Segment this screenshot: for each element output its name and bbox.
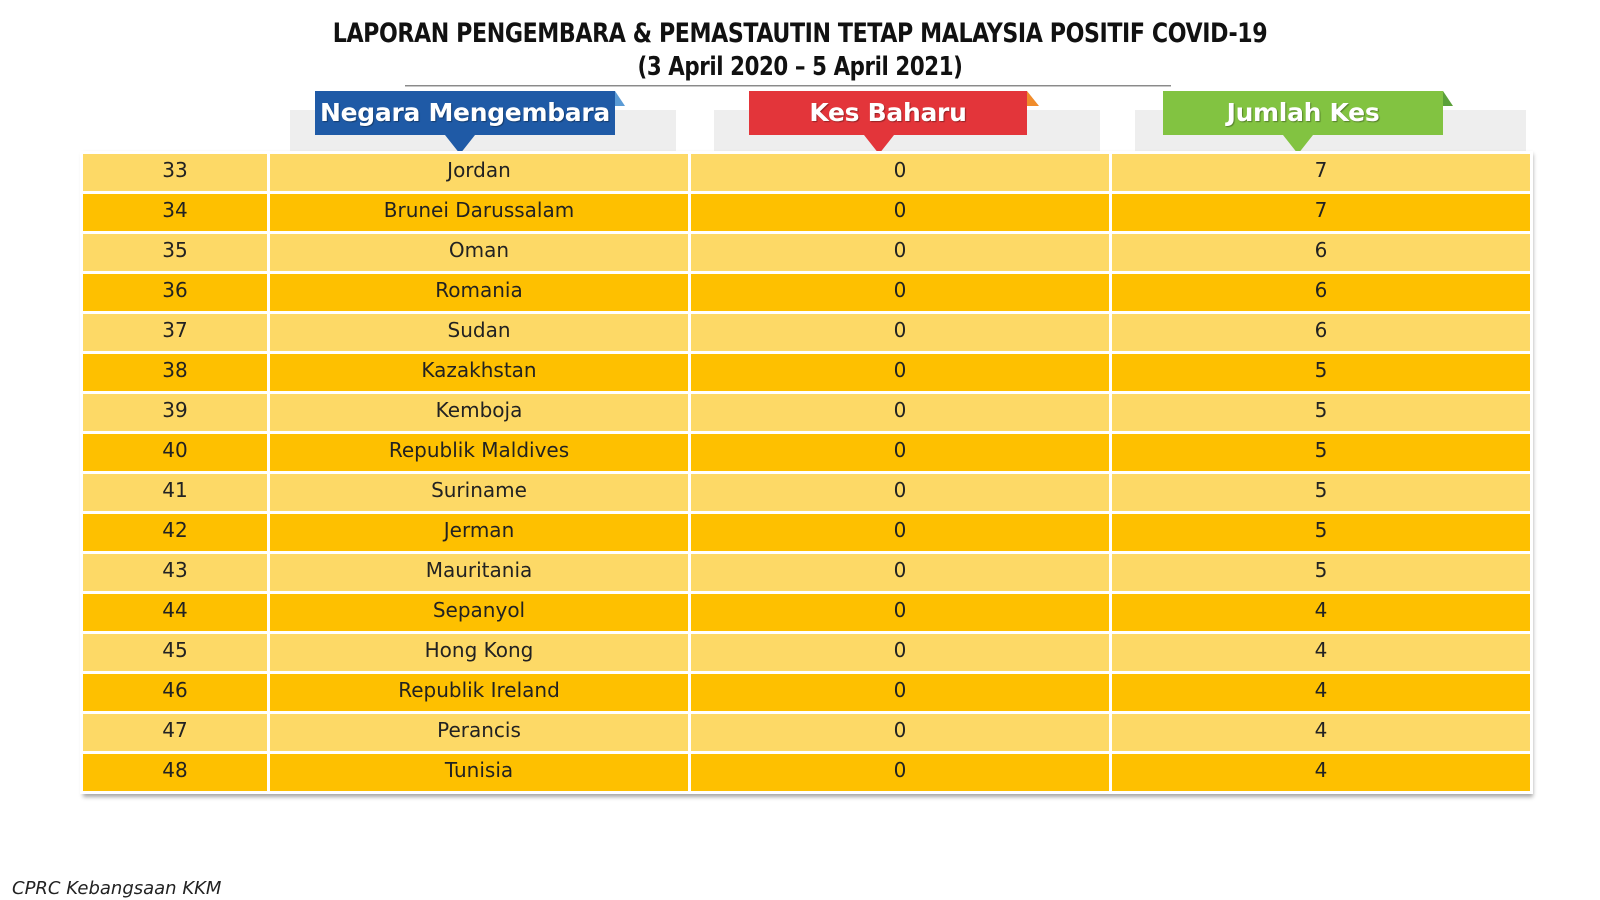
- cell-new-cases: 0: [688, 191, 1112, 234]
- cell-country: Kazakhstan: [267, 351, 691, 394]
- cell-number: 40: [80, 431, 270, 474]
- cell-number: 37: [80, 311, 270, 354]
- cell-new-cases: 0: [688, 591, 1112, 634]
- cell-country: Jerman: [267, 511, 691, 554]
- table-row: 36 Romania 0 6: [80, 271, 1533, 314]
- cell-country: Oman: [267, 231, 691, 274]
- table-row: 38 Kazakhstan 0 5: [80, 351, 1533, 394]
- cell-new-cases: 0: [688, 511, 1112, 554]
- cell-total-cases: 5: [1109, 551, 1533, 594]
- header-new-cases-label: Kes Baharu: [809, 98, 967, 127]
- cell-total-cases: 5: [1109, 511, 1533, 554]
- table-row: 40 Republik Maldives 0 5: [80, 431, 1533, 474]
- table-row: 41 Suriname 0 5: [80, 471, 1533, 514]
- cell-country: Brunei Darussalam: [267, 191, 691, 234]
- table-body: 33 Jordan 0 7 34 Brunei Darussalam 0 7 35 Oman 0 6 3…: [80, 151, 1533, 794]
- cell-number: 35: [80, 231, 270, 274]
- cell-total-cases: 4: [1109, 631, 1533, 674]
- table-row: 47 Perancis 0 4: [80, 711, 1533, 754]
- cell-new-cases: 0: [688, 751, 1112, 794]
- cell-new-cases: 0: [688, 271, 1112, 314]
- cell-new-cases: 0: [688, 151, 1112, 194]
- cell-total-cases: 7: [1109, 191, 1533, 234]
- header-country-label: Negara Mengembara: [320, 98, 610, 127]
- cell-new-cases: 0: [688, 631, 1112, 674]
- table-row: 34 Brunei Darussalam 0 7: [80, 191, 1533, 234]
- cell-country: Mauritania: [267, 551, 691, 594]
- cell-number: 44: [80, 591, 270, 634]
- cell-country: Suriname: [267, 471, 691, 514]
- cell-new-cases: 0: [688, 671, 1112, 714]
- cell-new-cases: 0: [688, 351, 1112, 394]
- cell-new-cases: 0: [688, 551, 1112, 594]
- cell-country: Romania: [267, 271, 691, 314]
- cell-total-cases: 4: [1109, 711, 1533, 754]
- cell-new-cases: 0: [688, 711, 1112, 754]
- cell-number: 34: [80, 191, 270, 234]
- ribbon-shape-country: [315, 91, 625, 154]
- cell-number: 36: [80, 271, 270, 314]
- cell-new-cases: 0: [688, 311, 1112, 354]
- footer-source: CPRC Kebangsaan KKM: [12, 878, 222, 899]
- cell-number: 39: [80, 391, 270, 434]
- page-title: LAPORAN PENGEMBARA & PEMASTAUTIN TETAP M…: [332, 18, 1268, 49]
- table-row: 44 Sepanyol 0 4: [80, 591, 1533, 634]
- cell-number: 42: [80, 511, 270, 554]
- cell-total-cases: 5: [1109, 351, 1533, 394]
- table-row: 39 Kemboja 0 5: [80, 391, 1533, 434]
- cell-number: 46: [80, 671, 270, 714]
- cell-country: Tunisia: [267, 751, 691, 794]
- cell-total-cases: 6: [1109, 311, 1533, 354]
- header-total-cases-label: Jumlah Kes: [1226, 98, 1380, 127]
- ribbon-shape-new: [749, 91, 1039, 154]
- cell-country: Hong Kong: [267, 631, 691, 674]
- title-divider: [405, 85, 1171, 87]
- cell-country: Republik Maldives: [267, 431, 691, 474]
- data-table: 33 Jordan 0 7 34 Brunei Darussalam 0 7 35 Oman 0 6 3…: [80, 151, 1533, 794]
- ribbon-shape-total: [1163, 91, 1453, 154]
- cell-number: 48: [80, 751, 270, 794]
- cell-number: 47: [80, 711, 270, 754]
- cell-total-cases: 4: [1109, 591, 1533, 634]
- table-row: 45 Hong Kong 0 4: [80, 631, 1533, 674]
- cell-country: Republik Ireland: [267, 671, 691, 714]
- table-row: 48 Tunisia 0 4: [80, 751, 1533, 794]
- cell-country: Jordan: [267, 151, 691, 194]
- cell-total-cases: 6: [1109, 231, 1533, 274]
- table-row: 42 Jerman 0 5: [80, 511, 1533, 554]
- cell-total-cases: 4: [1109, 751, 1533, 794]
- cell-country: Sudan: [267, 311, 691, 354]
- table-row: 46 Republik Ireland 0 4: [80, 671, 1533, 714]
- cell-new-cases: 0: [688, 231, 1112, 274]
- cell-total-cases: 5: [1109, 471, 1533, 514]
- cell-country: Perancis: [267, 711, 691, 754]
- cell-new-cases: 0: [688, 431, 1112, 474]
- cell-number: 38: [80, 351, 270, 394]
- cell-new-cases: 0: [688, 391, 1112, 434]
- cell-total-cases: 5: [1109, 391, 1533, 434]
- cell-total-cases: 6: [1109, 271, 1533, 314]
- cell-total-cases: 4: [1109, 671, 1533, 714]
- table-row: 43 Mauritania 0 5: [80, 551, 1533, 594]
- cell-new-cases: 0: [688, 471, 1112, 514]
- cell-number: 41: [80, 471, 270, 514]
- cell-total-cases: 7: [1109, 151, 1533, 194]
- page-subtitle: (3 April 2020 – 5 April 2021): [637, 52, 963, 82]
- table-row: 37 Sudan 0 6: [80, 311, 1533, 354]
- cell-number: 43: [80, 551, 270, 594]
- table-row: 33 Jordan 0 7: [80, 151, 1533, 194]
- cell-total-cases: 5: [1109, 431, 1533, 474]
- table-row: 35 Oman 0 6: [80, 231, 1533, 274]
- cell-country: Kemboja: [267, 391, 691, 434]
- cell-country: Sepanyol: [267, 591, 691, 634]
- cell-number: 33: [80, 151, 270, 194]
- cell-number: 45: [80, 631, 270, 674]
